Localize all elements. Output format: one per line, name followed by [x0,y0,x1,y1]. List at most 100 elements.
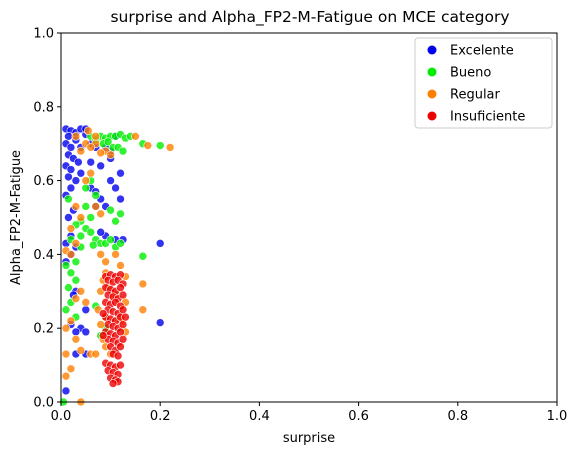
x-tick-label: 1.0 [547,409,568,424]
y-axis-label: Alpha_FP2-M-Fatigue [9,150,24,285]
point-excelente-32 [116,168,125,178]
point-regular-16 [76,213,86,222]
data-points [59,124,175,407]
point-bueno-20 [86,213,96,222]
point-excelente-52 [155,239,165,248]
point-bueno-48 [64,194,73,204]
point-bueno-35 [71,275,81,285]
x-axis-ticks: 0.0 0.2 0.4 0.6 0.8 1.0 [51,402,568,424]
point-regular-13 [91,202,101,211]
x-tick-label: 0.2 [150,409,171,424]
point-regular-55 [91,132,101,141]
point-bueno-19 [81,202,91,211]
point-bueno-49 [71,257,81,267]
chart-title: surprise and Alpha_FP2-M-Fatigue on MCE … [110,8,509,27]
point-excelente-58 [86,157,96,167]
point-regular-38 [138,279,148,289]
point-regular-5 [86,143,96,152]
point-regular-50 [61,371,71,381]
y-tick-label: 0.4 [33,248,54,263]
point-bueno-33 [61,261,71,270]
point-bueno-34 [66,268,76,278]
y-axis-ticks: 0.0 0.2 0.4 0.6 0.8 1.0 [33,27,61,411]
point-excelente-44 [81,305,91,315]
point-regular-45 [71,334,81,344]
x-axis-label: surprise [283,431,335,446]
point-regular-39 [138,305,148,315]
point-insuficiente-44 [113,351,123,361]
point-regular-4 [106,150,115,160]
point-regular-20 [66,250,76,259]
point-insuficiente-39 [118,334,128,344]
y-tick-label: 0.2 [33,322,54,337]
point-insuficiente-42 [116,342,125,351]
point-bueno-18 [91,191,101,200]
point-regular-56 [83,126,93,136]
point-regular-41 [71,294,81,303]
point-insuficiente-35 [116,327,125,337]
point-regular-6 [96,148,105,158]
point-insuficiente-11 [116,283,125,292]
legend-label-regular: Regular [450,88,501,103]
legend-marker-excelente [427,45,437,55]
point-bueno-25 [76,231,86,241]
point-regular-31 [96,320,105,329]
point-bueno-31 [116,239,125,248]
point-regular-21 [96,250,105,259]
point-excelente-15 [71,176,81,185]
point-bueno-24 [86,227,96,237]
legend-label-excelente: Excelente [450,44,514,59]
legend-label-insuficiente: Insuficiente [450,110,525,125]
point-regular-40 [76,286,86,296]
point-insuficiente-15 [118,290,128,300]
point-insuficiente-31 [118,320,128,329]
point-regular-11 [86,168,96,178]
point-regular-18 [71,239,81,248]
point-excelente-29 [111,183,120,193]
point-regular-9 [165,143,175,152]
point-bueno-43 [111,216,120,226]
point-regular-17 [66,224,76,233]
point-bueno-17 [81,183,91,193]
x-tick-label: 0.6 [348,409,369,424]
point-regular-15 [71,202,81,211]
point-regular-52 [91,349,101,359]
plot-frame [60,32,558,403]
point-excelente-30 [116,194,125,204]
point-excelente-31 [106,176,115,185]
point-excelente-47 [71,327,81,337]
point-excelente-14 [64,172,73,182]
point-excelente-16 [66,183,76,193]
point-bueno-38 [61,305,71,315]
point-excelente-51 [61,386,71,396]
point-regular-8 [143,141,153,150]
point-regular-49 [66,364,76,374]
point-insuficiente-55 [108,379,118,388]
point-bueno-7 [103,137,113,147]
legend-marker-regular [427,89,437,99]
point-bueno-44 [116,209,125,219]
point-regular-7 [131,132,140,141]
point-regular-42 [81,298,91,307]
point-regular-0 [71,132,81,141]
point-insuficiente-56 [98,309,108,318]
point-bueno-29 [106,235,115,244]
x-tick-label: 0.8 [447,409,468,424]
x-tick-label: 0.4 [249,409,270,424]
point-bueno-45 [138,251,148,261]
point-excelente-53 [155,318,165,327]
point-excelente-13 [74,157,83,167]
y-tick-label: 1.0 [33,27,54,42]
point-regular-24 [116,261,125,270]
legend-marker-insuficiente [427,111,437,121]
point-insuficiente-23 [118,305,128,315]
point-insuficiente-48 [116,360,125,370]
point-excelente-2 [64,132,73,141]
point-bueno-12 [155,141,165,150]
point-bueno-50 [106,205,115,215]
point-insuficiente-58 [121,312,130,322]
legend-label-bueno: Bueno [450,66,491,81]
point-excelente-48 [81,327,91,337]
legend: Excelente Bueno Regular Insuficiente [414,37,553,129]
